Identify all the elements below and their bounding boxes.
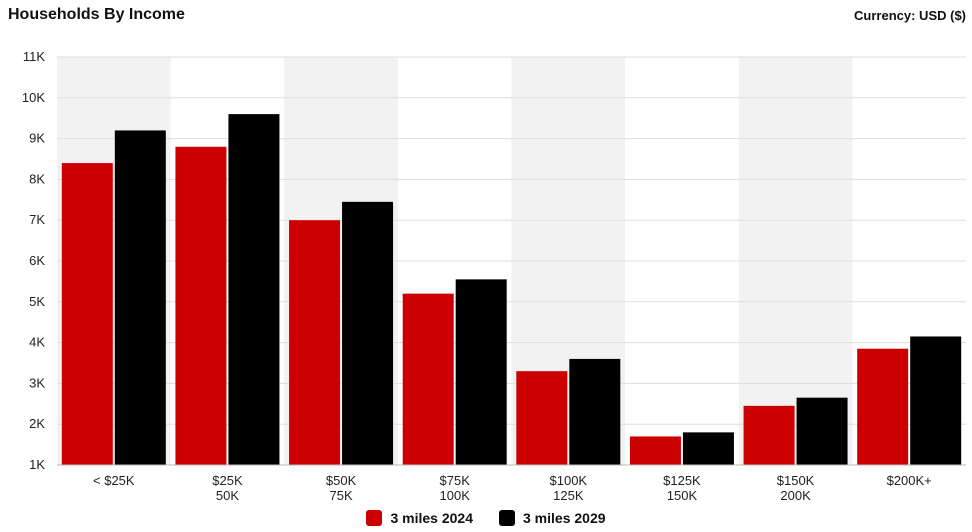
y-tick-label: 11K	[23, 49, 45, 64]
bar-2029-4	[569, 358, 621, 465]
x-tick-label: 125K	[553, 488, 584, 503]
bar-2024-6	[743, 405, 795, 465]
y-tick-label: 2K	[29, 416, 45, 431]
legend-label-2029: 3 miles 2029	[523, 510, 606, 526]
bar-2029-0	[114, 130, 166, 465]
y-tick-label: 9K	[29, 131, 45, 146]
y-tick-label: 8K	[29, 171, 45, 186]
y-tick-label: 6K	[29, 253, 45, 268]
legend-label-2024: 3 miles 2024	[390, 510, 473, 526]
bar-2024-2	[289, 220, 341, 465]
x-tick-label: $75K	[440, 473, 471, 488]
chart-legend: 3 miles 2024 3 miles 2029	[0, 510, 972, 526]
legend-swatch-2024	[366, 510, 383, 526]
y-tick-label: 10K	[22, 90, 45, 105]
x-tick-label: $150K	[777, 473, 815, 488]
x-tick-label: 100K	[440, 488, 471, 503]
x-tick-label: 150K	[667, 488, 698, 503]
y-tick-label: 3K	[29, 375, 45, 390]
x-tick-label: $25K	[212, 473, 243, 488]
y-tick-label: 4K	[29, 335, 45, 350]
bar-2024-5	[629, 436, 681, 465]
x-tick-label: 75K	[329, 488, 352, 503]
x-tick-label: < $25K	[93, 473, 135, 488]
y-tick-label: 1K	[29, 457, 45, 472]
bar-2024-1	[175, 146, 227, 465]
legend-item-2029[interactable]: 3 miles 2029	[499, 510, 606, 526]
bar-2029-1	[228, 114, 280, 466]
bar-2029-3	[455, 279, 507, 465]
bar-2024-4	[516, 371, 568, 465]
legend-swatch-2029	[499, 510, 515, 526]
y-tick-label: 7K	[29, 212, 45, 227]
currency-label: Currency: USD ($)	[854, 8, 966, 23]
bar-2029-2	[342, 201, 394, 465]
bar-2024-0	[61, 163, 113, 465]
bar-2029-6	[796, 397, 848, 465]
y-tick-label: 5K	[29, 294, 45, 309]
chart-title: Households By Income	[8, 6, 185, 23]
x-tick-label: $125K	[663, 473, 701, 488]
bar-2024-7	[857, 348, 909, 465]
x-tick-label: $100K	[550, 473, 588, 488]
bar-2029-7	[910, 336, 962, 465]
x-tick-label: 200K	[780, 488, 811, 503]
bar-2024-3	[402, 293, 454, 465]
x-tick-label: $50K	[326, 473, 357, 488]
legend-item-2024[interactable]: 3 miles 2024	[366, 510, 473, 526]
x-tick-label: $200K+	[887, 473, 932, 488]
bar-2029-5	[682, 432, 734, 465]
x-tick-label: 50K	[216, 488, 239, 503]
